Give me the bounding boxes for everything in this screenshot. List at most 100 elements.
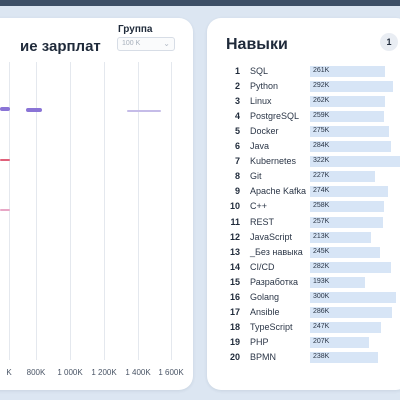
skill-salary-bar <box>310 111 384 123</box>
skill-row[interactable]: 10 C++ 258K <box>226 200 400 215</box>
skill-name: SQL <box>250 66 269 76</box>
skill-salary-value: 282K <box>313 262 330 270</box>
skill-row[interactable]: 5 Docker 275K <box>226 125 400 140</box>
skill-name: CI/CD <box>250 261 275 272</box>
skill-row[interactable]: 9 Apache Kafka 274K <box>226 185 400 200</box>
skill-name: Git <box>250 171 262 182</box>
skill-rank: 5 <box>234 126 240 137</box>
skill-row[interactable]: 6 Java 284K <box>226 140 400 155</box>
skill-rank: 18 <box>229 321 240 332</box>
skill-row[interactable]: 13 _Без навыка 245K <box>226 246 400 261</box>
skill-row[interactable]: 11 REST 257K <box>226 216 400 231</box>
skill-salary-bar <box>310 201 384 213</box>
skill-row[interactable]: 19 PHP 207K <box>226 336 400 351</box>
chart-mark-line-pink <box>0 209 10 211</box>
skill-salary-bar <box>310 336 369 348</box>
skill-salary-value: 193K <box>313 277 330 285</box>
skill-salary-value: 286K <box>313 307 330 315</box>
skill-row[interactable]: 20 BPMN 238K <box>226 351 400 366</box>
skill-row[interactable]: 7 Kubernetes 322K <box>226 155 400 170</box>
skill-name: Apache Kafka <box>250 186 307 197</box>
skill-salary-bar <box>310 186 388 198</box>
skill-salary-value: 213K <box>313 232 330 240</box>
skill-row[interactable]: 2 Python 292K <box>226 80 400 95</box>
skill-rank: 8 <box>234 171 240 182</box>
x-tick-label: 1 400K <box>125 368 151 377</box>
skill-name: Docker <box>250 126 279 137</box>
skill-salary-value: 275K <box>313 127 330 135</box>
skill-salary-value: 262K <box>313 97 330 105</box>
skill-rank: 10 <box>229 201 240 212</box>
gridline <box>171 62 172 360</box>
skill-name: _Без навыка <box>250 246 303 257</box>
skill-salary-bar <box>310 351 378 363</box>
skill-salary-bar <box>310 261 391 273</box>
skill-rank: 3 <box>234 96 240 107</box>
skill-salary-value: 274K <box>313 187 330 195</box>
skill-name: JavaScript <box>250 231 293 242</box>
x-tick-label: 800K <box>26 368 46 377</box>
page-badge[interactable]: 1 <box>380 33 398 51</box>
skill-row[interactable]: 18 TypeScript 247K <box>226 321 400 336</box>
x-tick-label: K <box>6 368 12 377</box>
skill-rank: 6 <box>234 141 240 152</box>
skill-row[interactable]: 1 SQL 261K <box>226 65 400 80</box>
skill-salary-bar <box>310 306 392 318</box>
skill-salary-value: 322K <box>313 157 330 165</box>
chart-mark-bar-purple <box>26 108 42 112</box>
chart-mark-bar-purple <box>0 107 10 111</box>
skill-name: PostgreSQL <box>250 111 300 122</box>
skill-salary-bar <box>310 156 400 168</box>
skill-salary-value: 292K <box>313 82 330 90</box>
skill-rank: 7 <box>234 156 240 167</box>
skill-row[interactable]: 15 Разработка 193K <box>226 276 400 291</box>
gridline <box>9 62 10 360</box>
salary-chart-title: ие зарплат <box>20 38 101 55</box>
skill-row[interactable]: 17 Ansible 286K <box>226 306 400 321</box>
skill-name: C++ <box>250 201 268 212</box>
skill-row[interactable]: 8 Git 227K <box>226 170 400 185</box>
skill-salary-value: 238K <box>313 352 330 360</box>
skill-rank: 12 <box>229 231 240 242</box>
skill-salary-value: 257K <box>313 217 330 225</box>
skill-salary-bar <box>310 291 396 303</box>
skill-row[interactable]: 4 PostgreSQL 259K <box>226 110 400 125</box>
skill-name: Kubernetes <box>250 156 297 167</box>
skill-rank: 11 <box>230 216 240 227</box>
skill-row[interactable]: 3 Linux 262K <box>226 95 400 110</box>
chevron-down-icon: ⌄ <box>163 39 170 48</box>
skill-rank: 15 <box>229 276 240 287</box>
skill-rank: 19 <box>229 336 240 347</box>
salary-chart-card <box>0 18 193 390</box>
group-select[interactable]: 100 K ⌄ <box>117 37 175 51</box>
skill-salary-value: 300K <box>313 292 330 300</box>
skill-salary-value: 284K <box>313 142 330 150</box>
top-strip <box>0 0 400 6</box>
skill-salary-value: 258K <box>313 202 330 210</box>
x-tick-label: 1 200K <box>91 368 117 377</box>
skill-salary-bar <box>310 246 380 258</box>
group-select-value: 100 K <box>122 40 141 47</box>
skill-rank: 2 <box>234 81 240 92</box>
skill-rank: 14 <box>229 261 240 272</box>
x-tick-label: 1 000K <box>57 368 83 377</box>
skill-row[interactable]: 16 Golang 300K <box>226 291 400 306</box>
skill-row[interactable]: 12 JavaScript 213K <box>226 231 400 246</box>
chart-mark-line-red <box>0 159 10 161</box>
skill-salary-bar <box>310 81 393 93</box>
skill-name: BPMN <box>250 351 277 362</box>
chart-mark-line-lavender <box>127 110 161 112</box>
skills-title: Навыки <box>226 36 288 53</box>
skill-salary-bar <box>310 216 383 228</box>
skill-salary-value: 261K <box>313 67 330 74</box>
gridline <box>36 62 37 360</box>
skill-salary-bar <box>310 66 385 77</box>
skill-salary-value: 247K <box>313 322 330 330</box>
skill-name: Ansible <box>250 306 280 317</box>
skill-salary-bar <box>310 321 381 333</box>
skill-rank: 13 <box>229 246 240 257</box>
skill-rank: 4 <box>234 111 240 122</box>
skill-rank: 17 <box>229 306 240 317</box>
skill-row[interactable]: 14 CI/CD 282K <box>226 261 400 276</box>
skill-rank: 1 <box>234 66 240 76</box>
